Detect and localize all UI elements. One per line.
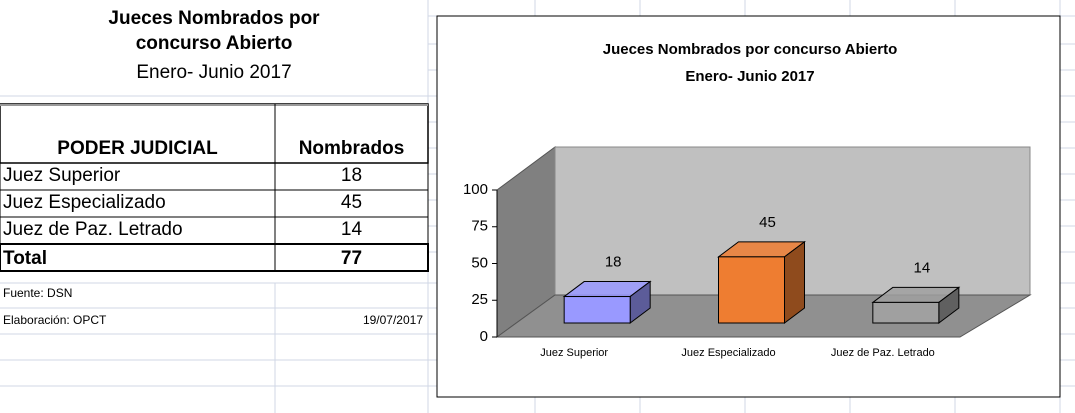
- y-tick-label: 0: [480, 328, 488, 345]
- data-label: 45: [759, 214, 776, 231]
- date-note: 19/07/2017: [362, 313, 423, 327]
- y-tick-label: 100: [463, 181, 488, 198]
- data-label: 14: [913, 259, 930, 276]
- source-note: Fuente: DSN: [3, 286, 73, 300]
- row-value: 18: [340, 165, 363, 186]
- table-title-text: Jueces Nombrados por concurso Abierto: [108, 8, 320, 54]
- bar: [563, 296, 631, 324]
- row-label: Juez de Paz. Letrado: [3, 219, 183, 240]
- y-tick-label: 75: [471, 218, 488, 235]
- row-value: 14: [340, 219, 363, 240]
- column-header: PODER JUDICIAL: [57, 138, 218, 159]
- prepared-note: Elaboración: OPCT: [3, 313, 107, 327]
- column-header: Nombrados: [298, 138, 405, 159]
- bar: [718, 256, 785, 324]
- row-label: Juez Especializado: [3, 192, 166, 213]
- x-tick-label: Juez Superior: [540, 347, 608, 359]
- chart-subtitle: Enero- Junio 2017: [685, 68, 814, 85]
- y-tick-label: 50: [471, 254, 488, 271]
- x-tick-label: Juez Especializado: [681, 347, 775, 359]
- x-tick-label: Juez de Paz. Letrado: [831, 347, 935, 359]
- row-label: Juez Superior: [3, 165, 121, 186]
- y-tick-label: 25: [471, 291, 488, 308]
- chart-title: Jueces Nombrados por concurso Abierto: [603, 41, 898, 58]
- total-value: 77: [340, 248, 363, 269]
- bar: [872, 301, 940, 324]
- table-subtitle: Enero- Junio 2017: [136, 62, 292, 83]
- data-label: 18: [605, 254, 622, 271]
- bar-side: [784, 240, 805, 324]
- total-label: Total: [3, 248, 47, 269]
- table-title: Jueces Nombrados por concurso Abierto: [0, 6, 428, 56]
- row-value: 45: [340, 192, 363, 213]
